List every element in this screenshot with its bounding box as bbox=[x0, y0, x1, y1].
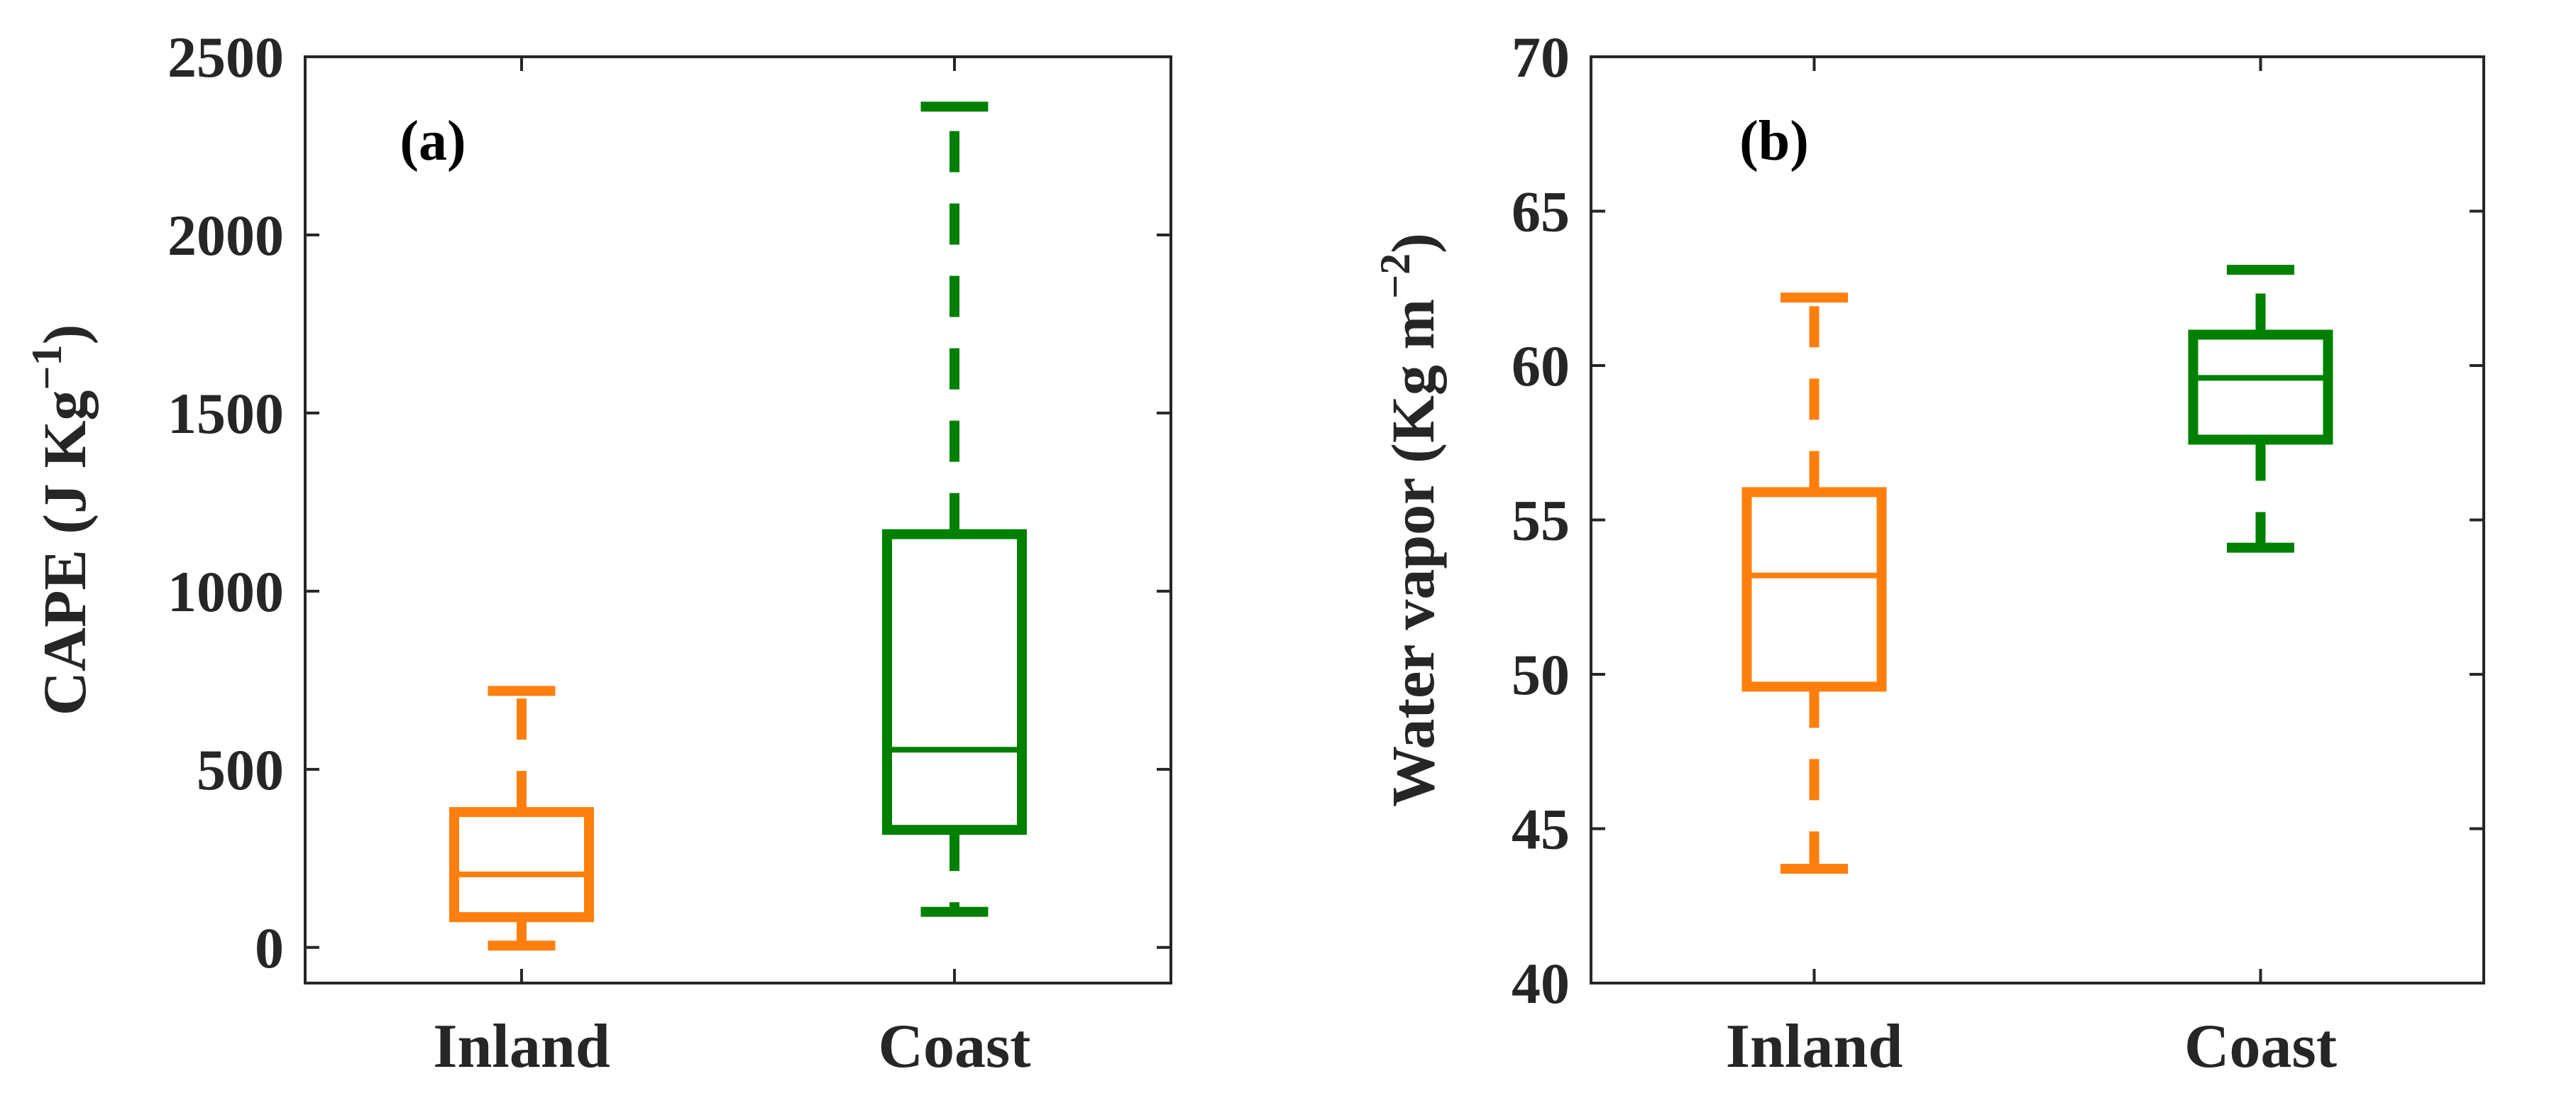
y-tick-label: 55 bbox=[1512, 488, 1570, 553]
box-inland bbox=[449, 686, 594, 951]
y-tick-label: 1500 bbox=[167, 381, 284, 446]
plot-area-frame bbox=[304, 55, 1172, 984]
y-tick-label: 65 bbox=[1512, 180, 1570, 244]
interquartile-box bbox=[449, 807, 594, 923]
plot-area-frame bbox=[1590, 55, 2485, 984]
y-tick-label: 45 bbox=[1512, 797, 1570, 862]
y-tick-label: 0 bbox=[255, 916, 284, 980]
chart-panel-b: 40 45 50 55 60 65 70 Inland Coast Water vapor (Kg… bbox=[1372, 25, 2485, 1081]
interquartile-box bbox=[1741, 487, 1887, 692]
y-axis-label: CAPE (J Kg−1) bbox=[23, 324, 99, 715]
y-tick-label: 2500 bbox=[167, 25, 284, 89]
x-category-label: Coast bbox=[2184, 1012, 2337, 1081]
y-tick-label: 2000 bbox=[167, 203, 284, 268]
y-tick-label: 70 bbox=[1512, 25, 1570, 89]
box-coast bbox=[2188, 265, 2333, 553]
y-tick-label: 60 bbox=[1512, 334, 1570, 398]
x-category-label: Inland bbox=[433, 1012, 610, 1081]
y-tick-label: 1000 bbox=[167, 559, 284, 624]
y-tick-label: 500 bbox=[197, 737, 284, 802]
x-category-label: Coast bbox=[878, 1012, 1030, 1081]
x-category-label: Inland bbox=[1726, 1012, 1903, 1081]
interquartile-box bbox=[882, 529, 1027, 835]
interquartile-box bbox=[2188, 329, 2333, 445]
y-axis-label: Water vapor (Kg m−2) bbox=[1372, 233, 1447, 807]
panel-label: (a) bbox=[400, 110, 466, 172]
box-inland bbox=[1741, 292, 1887, 874]
chart-panel-a: 0 500 1000 1500 2000 2500 Inland Coast CAPE (J K… bbox=[23, 25, 1172, 1081]
panel-label: (b) bbox=[1739, 110, 1809, 172]
y-tick-label: 40 bbox=[1512, 951, 1570, 1016]
y-tick-label: 50 bbox=[1512, 642, 1570, 707]
box-coast bbox=[882, 102, 1027, 917]
